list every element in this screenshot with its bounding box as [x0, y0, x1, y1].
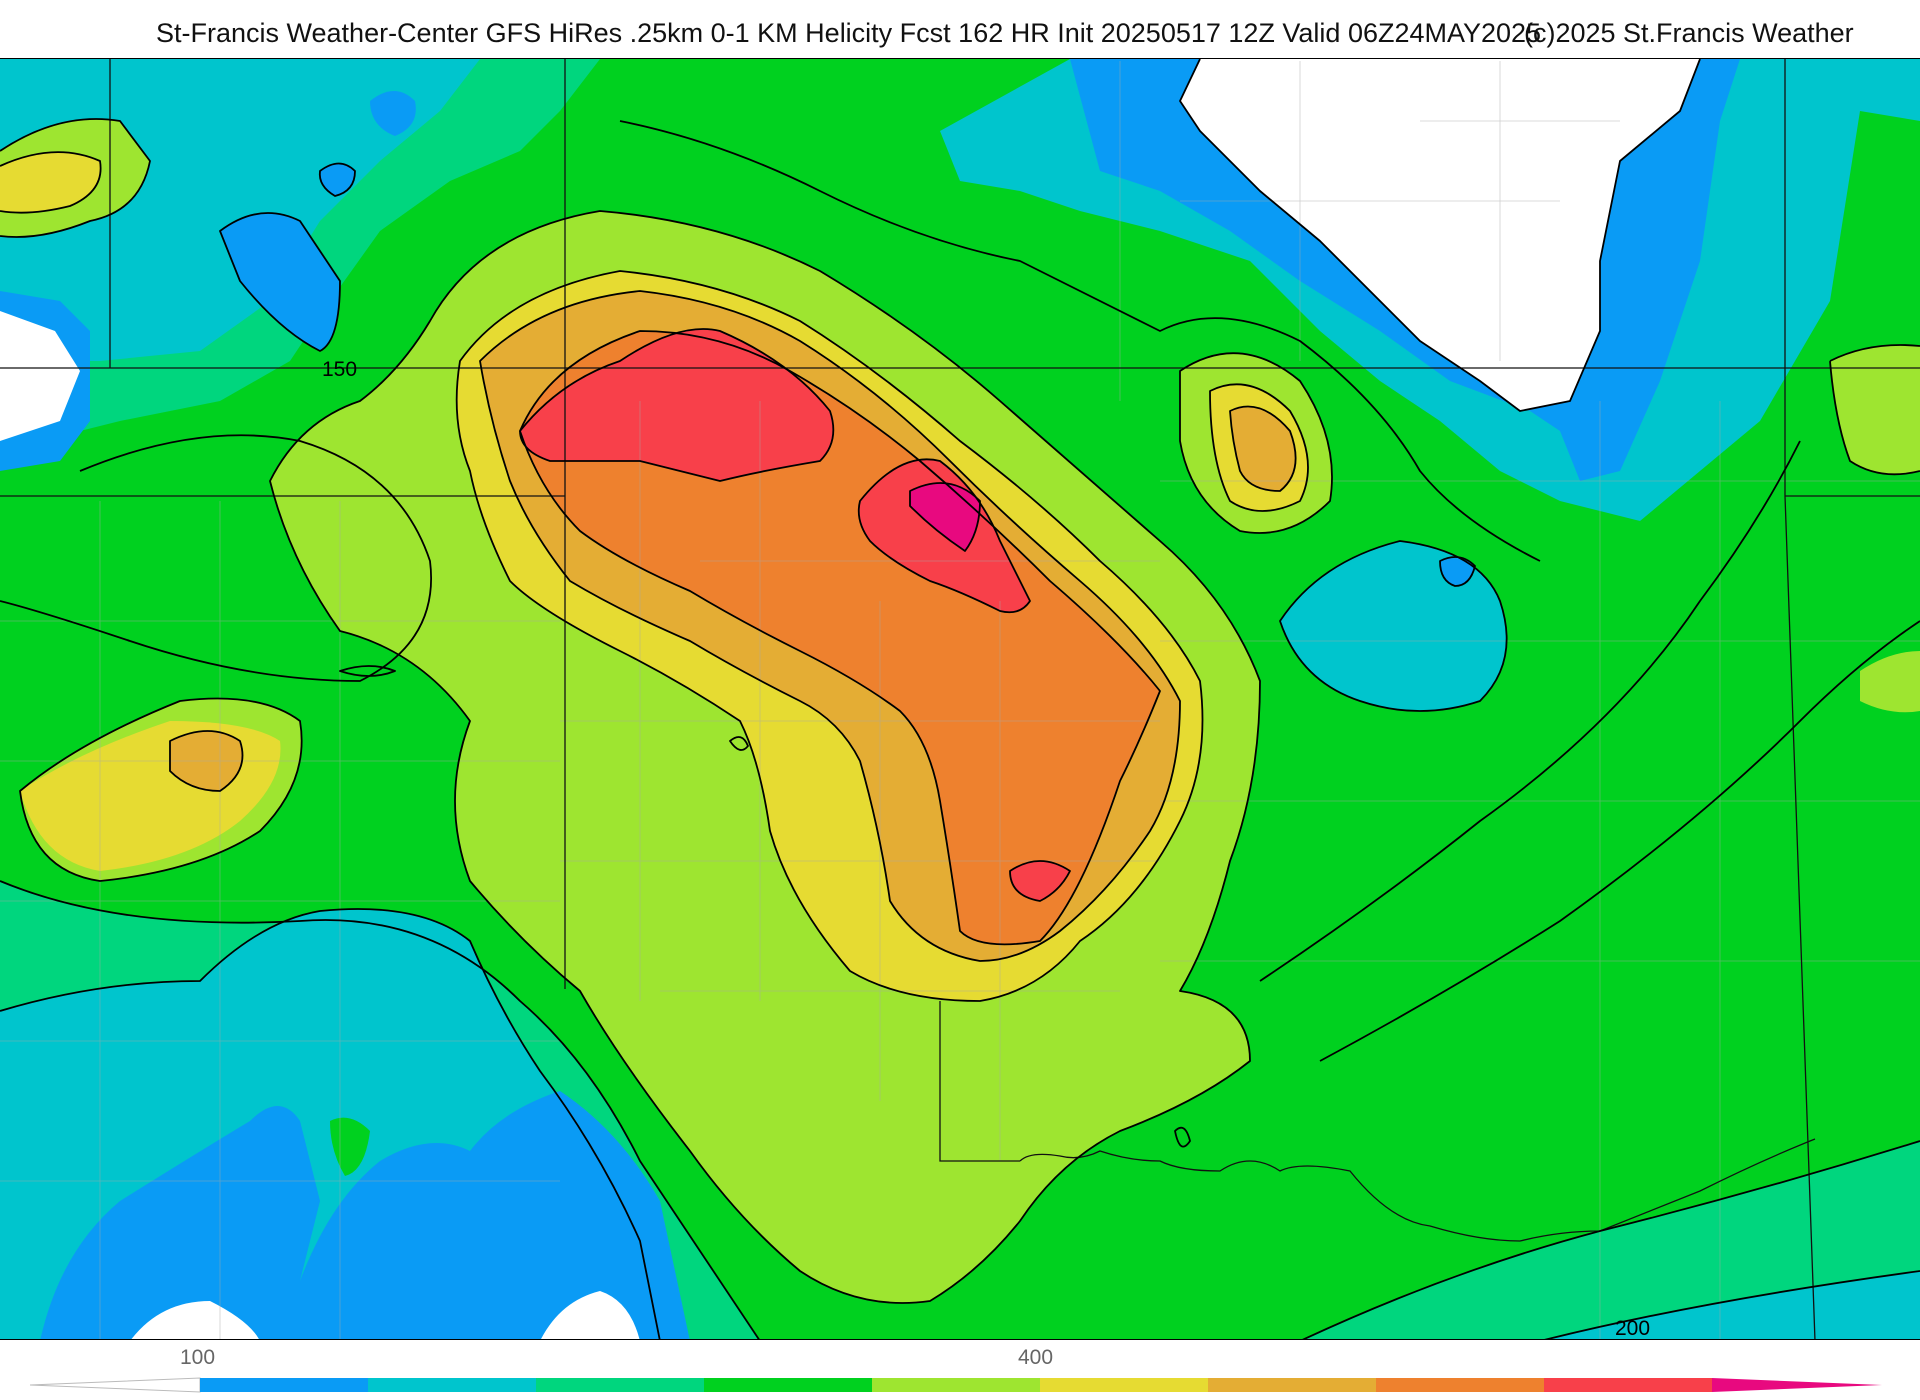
contour-se-2: [1544, 1270, 1920, 1339]
map-title: St-Francis Weather-Center GFS HiRes .25k…: [156, 18, 1542, 48]
fill-region-nw-yellow: [0, 152, 101, 213]
fill-region-se-seafoam: [1304, 1141, 1920, 1339]
fill-region-east-green-2: [1860, 651, 1920, 713]
contour-sw-2: [0, 908, 661, 1339]
fill-region-red-south: [1010, 861, 1070, 901]
contours: [0, 59, 1920, 1339]
contour-nw-green: [0, 118, 151, 238]
contour-small-west: [339, 665, 396, 677]
fill-region-ne-white: [1180, 59, 1700, 411]
contour-se-3: [1319, 620, 1920, 1062]
contour-core-yellow: [455, 270, 1204, 1002]
contour-red-north: [519, 328, 835, 482]
helicity-map: 150 200: [0, 58, 1920, 1340]
colorbar-segment: [1376, 1378, 1544, 1392]
fill-region-nw-blue-3: [319, 163, 355, 196]
map-title-bar: St-Francis Weather-Center GFS HiRes .25k…: [0, 12, 1920, 56]
fill-region-sw-white-2: [541, 1291, 640, 1339]
contour-small-south: [1174, 1126, 1191, 1148]
contour-east-blue: [1439, 556, 1476, 587]
colorbar-segments: [30, 1377, 1882, 1393]
contour-sw-1: [0, 880, 760, 1339]
colorbar-segment: [368, 1378, 536, 1392]
contour-east-gold: [1229, 405, 1297, 492]
contour-nw-blue-1: [219, 212, 341, 352]
contour-magenta: [909, 482, 981, 552]
colorbar-tick-400: 400: [1018, 1346, 1054, 1369]
fill-region-east-blue: [1440, 557, 1475, 586]
copyright-credit: (c)2025 St.Francis Weather: [1524, 18, 1854, 48]
contour-east-green: [1829, 344, 1920, 476]
fill-region-west-white: [0, 311, 80, 441]
contour-se-1: [1302, 1140, 1920, 1339]
contour-east-outer: [1179, 352, 1333, 534]
fill-region-nw-blue-2: [370, 91, 416, 136]
fill-region-east-core-gold: [1230, 406, 1296, 491]
contour-west-gold: [169, 730, 244, 792]
contour-ne-white: [1179, 59, 1701, 412]
contour-nw-yellow: [0, 151, 102, 214]
colorbar-svg: [30, 1377, 1882, 1393]
fill-region-sw-blue: [40, 1091, 690, 1339]
contour-core-outer: [269, 210, 1261, 1304]
colorbar-segment-max: [1712, 1378, 1882, 1392]
fill-region-sw-white-1: [131, 1301, 259, 1339]
contour-west-mid: [0, 434, 432, 682]
contour-core-gold: [479, 290, 1181, 962]
contour-east-teal: [1279, 540, 1508, 712]
contour-red-south: [1009, 860, 1071, 902]
fill-region-red-north: [520, 329, 834, 481]
contour-core-orange: [519, 330, 1161, 946]
colorbar-segment: [536, 1378, 704, 1392]
colorbar-segment: [872, 1378, 1040, 1392]
contour-se-4: [1259, 440, 1801, 982]
fill-region-se-teal: [1548, 1271, 1920, 1339]
colorbar: 100 400: [30, 1340, 1890, 1400]
colorbar-segment-min: [30, 1377, 201, 1393]
fill-region-east-green-1: [1830, 345, 1920, 475]
contour-nw-blue-3: [318, 162, 356, 197]
contour-west-outer: [19, 697, 303, 882]
colorbar-segment: [1208, 1378, 1376, 1392]
low-helicity-regions: [0, 59, 1920, 1339]
high-helicity-core: [20, 211, 1332, 1303]
colorbar-tick-100: 100: [180, 1346, 216, 1369]
contour-small-central: [729, 736, 749, 751]
fill-region-magenta: [910, 483, 980, 551]
contour-label-200: 200: [1615, 1317, 1650, 1340]
contour-north-mid: [619, 120, 1541, 562]
helicity-map-svg: 150 200: [0, 59, 1920, 1340]
fill-region-nw-blue-1: [220, 213, 340, 351]
contour-label-150: 150: [322, 358, 357, 381]
contour-east-yellow: [1209, 383, 1309, 512]
colorbar-segment: [1544, 1378, 1712, 1392]
contour-red-central: [857, 458, 1031, 614]
colorbar-segment: [200, 1378, 368, 1392]
colorbar-segment: [1040, 1378, 1208, 1392]
colorbar-segment: [704, 1378, 872, 1392]
